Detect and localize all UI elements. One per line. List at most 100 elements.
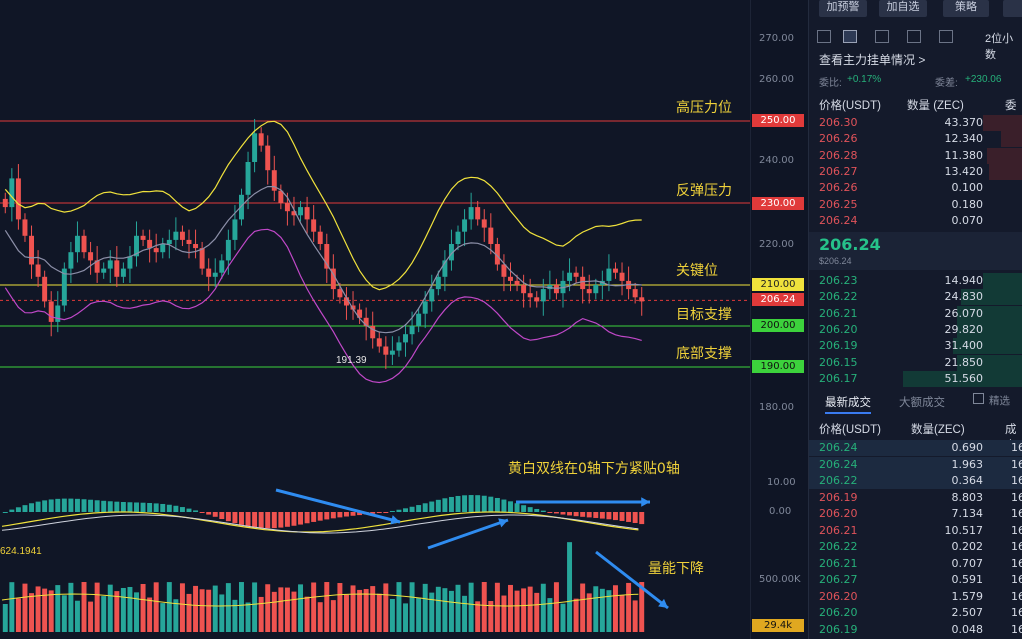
candle-body	[219, 260, 225, 273]
volume-bar	[245, 602, 251, 632]
depth-bar	[957, 354, 1022, 371]
volume-bar	[448, 590, 454, 632]
trade-row[interactable]: 206.27 0.591 16	[809, 572, 1022, 588]
depth-link[interactable]: 查看主力挂单情况 >	[819, 53, 926, 67]
col-qty[interactable]: 数量 (ZEC)	[907, 100, 964, 112]
row-time: 16	[1011, 523, 1022, 537]
trade-row[interactable]: 206.22 0.364 16	[809, 473, 1022, 489]
volume-bar	[475, 601, 481, 632]
layout-grid-icon[interactable]	[939, 30, 953, 43]
level-tag-250: 250.00	[752, 114, 804, 127]
trade-row[interactable]: 206.19 8.803 16	[809, 490, 1022, 506]
row-price: 206.27	[819, 164, 858, 178]
trade-row[interactable]: 206.24 1.963 16	[809, 456, 1022, 473]
ask-row[interactable]: 206.26 12.340	[809, 131, 1022, 148]
trade-row[interactable]: 206.19 0.048 16	[809, 622, 1022, 638]
trade-row[interactable]: 206.22 0.202 16	[809, 539, 1022, 555]
row-price: 206.20	[819, 589, 858, 603]
macd-bar	[15, 507, 21, 512]
ask-row[interactable]: 206.26 0.100	[809, 180, 1022, 196]
macd-bar	[166, 504, 172, 512]
current-price-tag: 206.24	[752, 293, 804, 306]
add-favorite-button[interactable]: 加自选	[879, 0, 927, 17]
precision-select[interactable]: 2位小数	[985, 33, 1014, 61]
macd-bar	[540, 510, 546, 512]
macd-bar	[580, 512, 586, 517]
ask-row[interactable]: 206.28 11.380	[809, 147, 1022, 164]
volume-bar	[81, 582, 87, 632]
layout-both-icon[interactable]	[817, 30, 831, 43]
volume-bar	[311, 582, 317, 632]
macd-bar	[639, 512, 645, 525]
volume-bar	[567, 542, 573, 632]
ask-row[interactable]: 206.25 0.180	[809, 197, 1022, 213]
precise-checkbox[interactable]	[973, 393, 984, 404]
add-alert-button[interactable]: 加预警	[819, 0, 867, 17]
more-button[interactable]	[1003, 0, 1022, 17]
bid-row[interactable]: 206.22 24.830	[809, 289, 1022, 306]
row-time: 16	[1011, 474, 1022, 487]
candle-body	[396, 342, 402, 351]
candle-body	[475, 207, 481, 220]
tab-latest-trades[interactable]: 最新成交	[825, 394, 871, 414]
tab-large-trades[interactable]: 大额成交	[899, 397, 945, 409]
volume-bar	[232, 599, 238, 632]
volume-bar	[481, 582, 487, 632]
kline-chart[interactable]: 高压力位 反弹压力 关键位 目标支撑 底部支撑 191.39 黄白双线在0轴下方…	[0, 0, 808, 639]
trade-row[interactable]: 206.21 0.707 16	[809, 556, 1022, 572]
layout-bids-icon[interactable]	[875, 30, 889, 43]
macd-bar	[619, 512, 625, 521]
bid-row[interactable]: 206.20 29.820	[809, 321, 1022, 338]
low-marker: 191.39	[336, 355, 367, 366]
ask-row[interactable]: 206.24 0.070	[809, 213, 1022, 229]
candle-body	[343, 297, 349, 306]
macd-bar	[140, 502, 146, 512]
volume-bar	[193, 585, 199, 632]
row-time: 16	[1011, 573, 1022, 586]
layout-asks-icon[interactable]	[843, 30, 857, 43]
candle-body	[455, 231, 461, 244]
trade-row[interactable]: 206.20 2.507 16	[809, 605, 1022, 621]
candle-body	[291, 211, 297, 216]
bid-row[interactable]: 206.17 51.560	[809, 370, 1022, 387]
row-time: 16	[1011, 457, 1022, 471]
candle-body	[284, 203, 290, 212]
macd-bar	[35, 501, 41, 512]
trade-row[interactable]: 206.24 0.690 16	[809, 440, 1022, 456]
macd-bar	[475, 495, 481, 512]
ask-row[interactable]: 206.30 43.370	[809, 115, 1022, 131]
row-qty: 51.560	[944, 371, 984, 385]
volume-bar	[199, 589, 205, 632]
volume-bar	[455, 584, 461, 632]
level-label-key: 关键位	[676, 263, 718, 279]
trade-row[interactable]: 206.20 1.579 16	[809, 589, 1022, 605]
row-price: 206.24	[819, 457, 858, 471]
macd-bar	[107, 501, 113, 512]
ask-row[interactable]: 206.27 13.420	[809, 163, 1022, 180]
layout-list-icon[interactable]	[907, 30, 921, 43]
chart-canvas[interactable]	[0, 0, 750, 639]
volume-bar	[619, 595, 625, 632]
bid-row[interactable]: 206.21 26.070	[809, 305, 1022, 322]
depth-bar	[961, 289, 1022, 306]
volume-tick: 500.00K	[759, 574, 801, 585]
volume-bar	[416, 597, 422, 632]
volume-bar	[9, 582, 15, 632]
volume-bar	[35, 586, 41, 632]
volume-bar	[422, 583, 428, 632]
bid-row[interactable]: 206.19 31.400	[809, 338, 1022, 355]
bid-row[interactable]: 206.23 14.940	[809, 273, 1022, 289]
row-price: 206.22	[819, 474, 858, 487]
macd-bar	[547, 512, 553, 513]
volume-note: 量能下降	[648, 561, 704, 577]
order-book-panel: 加预警 加自选 策略 2位小数 查看主力挂单情况 > 委比: +0.17% 委差…	[808, 0, 1022, 639]
volume-bar	[160, 603, 166, 632]
candle-body	[74, 235, 80, 253]
trade-row[interactable]: 206.21 10.517 16	[809, 523, 1022, 539]
volume-bar	[606, 590, 612, 632]
volume-tag: 29.4k	[752, 619, 804, 632]
strategy-button[interactable]: 策略	[943, 0, 989, 17]
bid-row[interactable]: 206.15 21.850	[809, 354, 1022, 371]
macd-bar	[271, 512, 277, 529]
trade-row[interactable]: 206.20 7.134 16	[809, 506, 1022, 522]
